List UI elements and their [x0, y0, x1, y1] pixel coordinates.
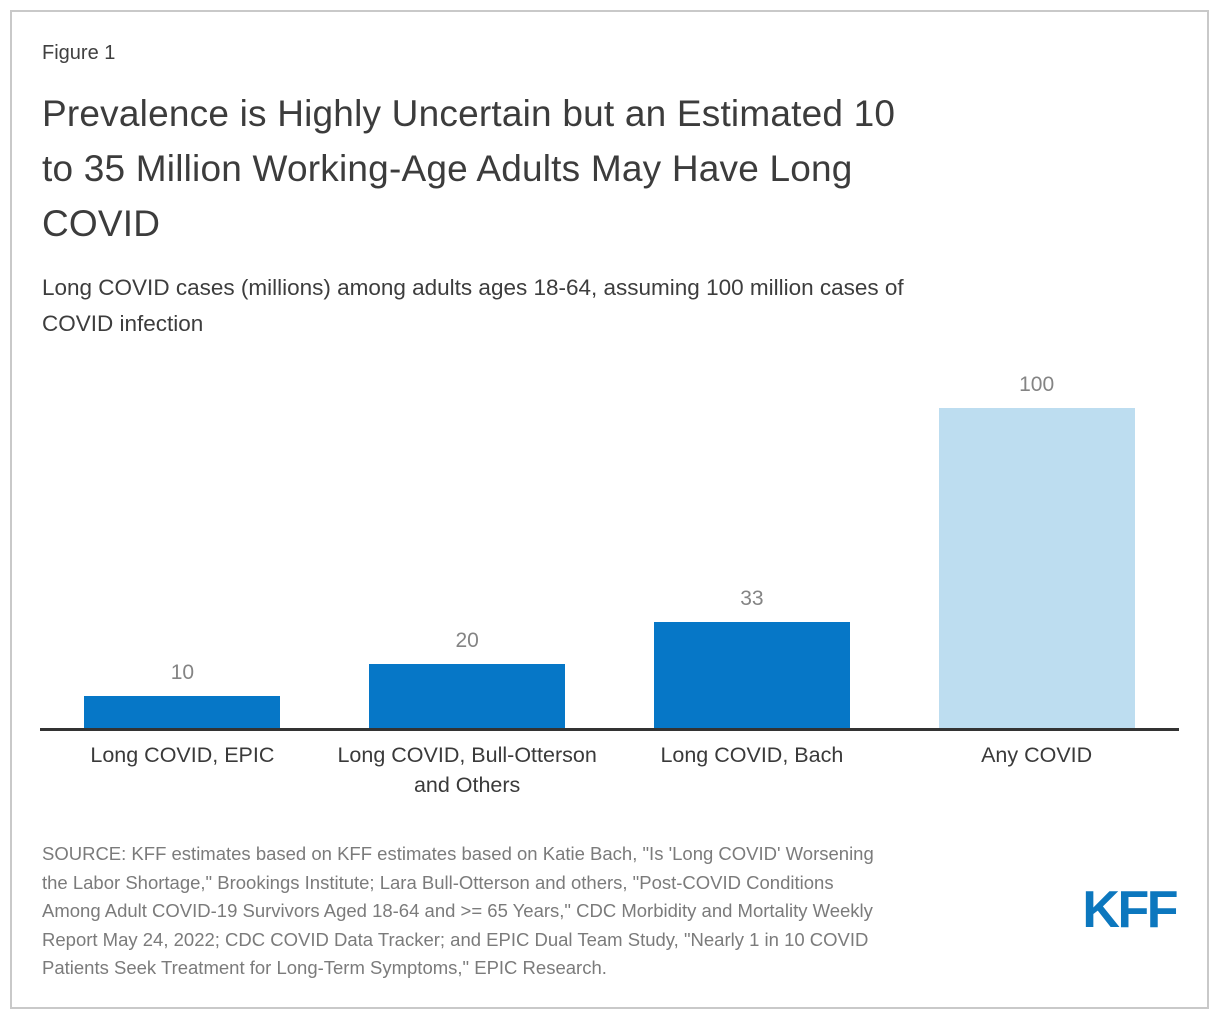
- figure-label: Figure 1: [42, 42, 116, 64]
- chart-title-line: COVID: [42, 203, 161, 244]
- source-note-line: Among Adult COVID-19 Survivors Aged 18-6…: [42, 900, 873, 921]
- x-axis-category-label: Long COVID, Bull-Otterson and Others: [337, 743, 597, 797]
- bar-value-label: 10: [170, 661, 195, 684]
- chart-subtitle: Long COVID cases (millions) among adults…: [42, 270, 1172, 342]
- source-note-line: Patients Seek Treatment for Long-Term Sy…: [42, 957, 607, 978]
- bar: [84, 696, 281, 728]
- bar-group: 10: [40, 661, 325, 728]
- x-axis-category-label: Long COVID, EPIC: [90, 743, 275, 767]
- source-note: SOURCE: KFF estimates based on KFF estim…: [42, 840, 1062, 983]
- bar-chart-plot-area: 10 20 33 100: [40, 365, 1179, 731]
- chart-title-line: to 35 Million Working-Age Adults May Hav…: [42, 148, 853, 189]
- bar: [938, 408, 1135, 728]
- x-axis-category-label: Long COVID, Bach: [660, 743, 844, 767]
- kff-logo: KFF: [1082, 881, 1178, 939]
- bar-value-label: 100: [1019, 373, 1055, 396]
- chart-title: Prevalence is Highly Uncertain but an Es…: [42, 86, 1172, 251]
- chart-subtitle-line: COVID infection: [42, 311, 204, 336]
- x-axis-category-labels: Long COVID, EPIC Long COVID, Bull-Otterso…: [40, 740, 1179, 800]
- chart-title-line: Prevalence is Highly Uncertain but an Es…: [42, 93, 896, 134]
- bar-group: 20: [325, 629, 610, 728]
- bar: [369, 664, 566, 728]
- bar-group: 100: [894, 373, 1179, 728]
- source-note-line: SOURCE: KFF estimates based on KFF estim…: [42, 843, 874, 864]
- bar: [653, 622, 850, 728]
- chart-subtitle-line: Long COVID cases (millions) among adults…: [42, 275, 904, 300]
- x-axis-category-label: Any COVID: [981, 743, 1093, 767]
- bar-group: 33: [610, 587, 895, 728]
- bar-value-label: 20: [455, 629, 479, 652]
- bar-value-label: 33: [740, 587, 764, 611]
- source-note-line: Report May 24, 2022; CDC COVID Data Trac…: [42, 928, 869, 950]
- source-note-line: the Labor Shortage," Brookings Institute…: [42, 871, 834, 893]
